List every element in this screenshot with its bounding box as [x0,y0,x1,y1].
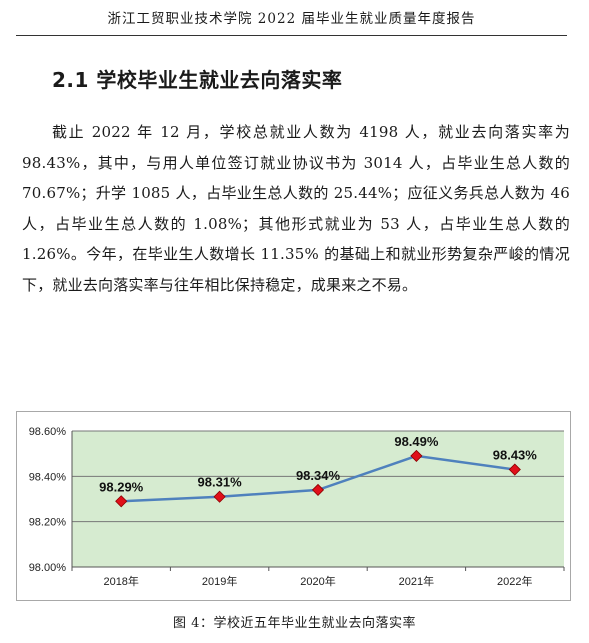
body-paragraph: 截止 2022 年 12 月，学校总就业人数为 4198 人，就业去向落实率为 … [22,123,570,294]
x-tick-label: 2021年 [399,574,434,588]
y-tick-label: 98.20% [29,517,67,529]
x-tick-label: 2020年 [300,574,335,588]
data-label: 98.49% [394,434,439,449]
y-tick-label: 98.60% [29,426,67,438]
chart-svg: 98.00% 98.20% 98.40% 98.60% 2018年 2019年 2020年 2… [29,426,565,588]
data-point-marker [213,490,226,503]
x-tick-label: 2022年 [497,574,532,588]
section-title: 2.1 学校毕业生就业去向落实率 [52,68,343,92]
y-tick-label: 98.00% [29,562,67,574]
data-label: 98.43% [493,448,538,463]
data-label: 98.34% [296,468,341,483]
data-point-marker [410,449,423,462]
data-label: 98.31% [198,475,243,490]
report-header: 浙江工贸职业技术学院 2022 届毕业生就业质量年度报告 [16,4,567,36]
figure-caption: 图 4：学校近五年毕业生就业去向落实率 [173,616,416,631]
x-tick-label: 2018年 [103,574,138,588]
data-label: 98.29% [99,479,144,494]
x-tick-label: 2019年 [202,574,237,588]
data-point-marker [115,495,128,508]
employment-rate-chart: 98.00% 98.20% 98.40% 98.60% 2018年 2019年 2020年 2… [16,411,571,601]
y-tick-label: 98.40% [29,471,67,483]
data-point-marker [508,463,521,476]
data-point-marker [311,483,325,496]
